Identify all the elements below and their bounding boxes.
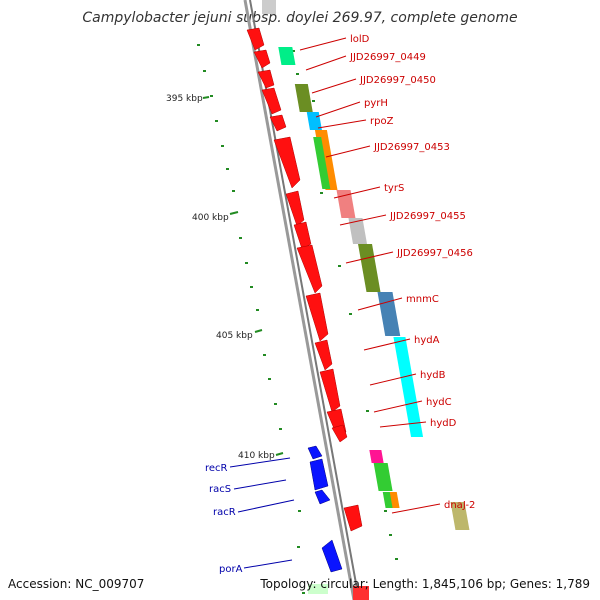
reverse-labels: recR racS racR porA: [205, 463, 243, 575]
gene-label[interactable]: pyrH: [364, 98, 388, 109]
gene-arrow-hydB: [319, 368, 341, 413]
gene-label[interactable]: hydC: [426, 397, 452, 408]
reverse-gene-arrows: [307, 445, 343, 573]
genome-title: Campylobacter jejuni subsp. doylei 269.9…: [82, 10, 518, 26]
forward-labels: lolD JJD26997_0449 JJD26997_0450 pyrH rp…: [349, 34, 475, 511]
scale-ticks: [202, 96, 284, 456]
gene-arrow-0453: [273, 136, 301, 189]
label-leaders: [229, 37, 441, 569]
forward-gene-arrows: [246, 27, 363, 532]
genome-summary-text: Topology: circular; Length: 1,845,106 bp…: [260, 577, 590, 591]
gene-arrow-hydD: [331, 424, 348, 443]
gene-arrow-0456: [296, 244, 323, 294]
gene-arrow-rpoZ: [269, 114, 287, 132]
gene-label[interactable]: JJD26997_0449: [349, 52, 426, 63]
gene-arrow-JJD26997_0449: [253, 49, 271, 69]
gene-arrow-tyrS: [285, 190, 305, 227]
gene-label[interactable]: mnmC: [406, 294, 439, 305]
gene-arrow-recR: [307, 445, 323, 460]
gene-label[interactable]: rpoZ: [370, 116, 394, 127]
gene-label[interactable]: hydA: [414, 335, 440, 346]
gene-label[interactable]: hydB: [420, 370, 446, 381]
gene-label[interactable]: JJD26997_0455: [389, 211, 466, 222]
gene-label[interactable]: hydD: [430, 418, 457, 429]
gene-label[interactable]: tyrS: [384, 183, 404, 194]
gene-arrow-racR: [314, 489, 331, 505]
scale-tick-label: 400 kbp: [192, 213, 229, 223]
gene-label[interactable]: racS: [209, 484, 231, 495]
gene-arrow-lolD: [246, 27, 265, 51]
scale-tick-label: 395 kbp: [166, 94, 203, 104]
gene-label[interactable]: JJD26997_0450: [359, 75, 436, 86]
gene-arrow-0455: [293, 221, 312, 250]
gene-arrow-mnmC: [305, 292, 329, 342]
gene-arrow-porA: [321, 539, 343, 573]
gene-arrow-pyrH: [261, 87, 282, 115]
scale-tick-label: 410 kbp: [238, 451, 275, 461]
gene-arrow-racS: [309, 458, 329, 491]
gene-arrow-JJD26997_0450: [257, 69, 275, 89]
gene-arrow-hydA: [314, 339, 333, 371]
accession-text: Accession: NC_009707: [8, 577, 145, 591]
gene-label[interactable]: JJD26997_0456: [396, 248, 473, 259]
gene-arrow-dnaJ-2: [343, 504, 363, 532]
scale-tick-label: 405 kbp: [216, 331, 253, 341]
gene-label[interactable]: lolD: [350, 34, 370, 45]
cog-bars: [262, 0, 470, 600]
gene-label[interactable]: JJD26997_0453: [373, 142, 450, 153]
gene-label[interactable]: racR: [213, 507, 236, 518]
tick-dots: [197, 44, 398, 594]
gene-label[interactable]: porA: [219, 564, 243, 575]
gene-label[interactable]: dnaJ-2: [444, 500, 475, 511]
gene-label[interactable]: recR: [205, 463, 228, 474]
